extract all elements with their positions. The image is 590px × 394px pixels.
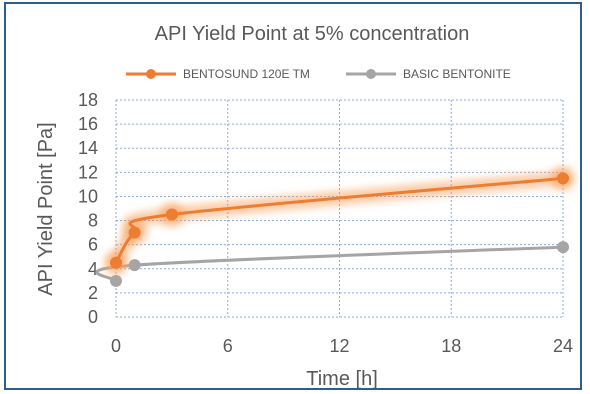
plot-grid bbox=[115, 99, 564, 318]
data-point-bentosund-120e-tm-1 bbox=[128, 226, 141, 239]
y-axis-label: API Yield Point [Pa] bbox=[35, 122, 57, 295]
y-tick-label-18: 18 bbox=[78, 90, 98, 110]
legend-marker-basic-bentonite bbox=[366, 69, 376, 79]
legend-label-bentosund: BENTOSUND 120E TM bbox=[183, 67, 310, 81]
y-tick-label-6: 6 bbox=[88, 235, 98, 255]
data-point-bentosund-120e-tm-3 bbox=[557, 172, 569, 185]
x-axis-label: Time [h] bbox=[306, 368, 378, 388]
data-point-bentosund-120e-tm-0 bbox=[110, 256, 122, 269]
y-axis-ticks: 0 2 4 6 8 10 12 14 16 18 bbox=[78, 90, 98, 327]
y-tick-label-2: 2 bbox=[88, 283, 98, 303]
y-tick-label-16: 16 bbox=[78, 114, 98, 134]
x-tick-label-18: 18 bbox=[441, 336, 461, 356]
series-layer bbox=[95, 166, 575, 287]
chart-title: API Yield Point at 5% concentration bbox=[155, 23, 470, 45]
chart-frame: API Yield Point at 5% concentration BENT… bbox=[4, 2, 582, 390]
y-tick-label-12: 12 bbox=[78, 162, 98, 182]
legend-marker-bentosund bbox=[146, 69, 156, 79]
y-tick-label-4: 4 bbox=[88, 259, 98, 279]
chart-svg: API Yield Point at 5% concentration BENT… bbox=[35, 23, 575, 388]
data-point-basic-bentonite-2 bbox=[557, 241, 569, 254]
x-tick-label-12: 12 bbox=[329, 336, 349, 356]
x-tick-label-6: 6 bbox=[223, 336, 233, 356]
legend: BENTOSUND 120E TM BASIC BENTONITE bbox=[126, 67, 511, 81]
series-line-basic-bentonite bbox=[95, 245, 565, 283]
x-tick-label-0: 0 bbox=[111, 336, 121, 356]
y-tick-label-8: 8 bbox=[88, 211, 98, 231]
data-point-basic-bentonite-0 bbox=[110, 274, 122, 287]
y-tick-label-0: 0 bbox=[88, 307, 98, 327]
data-point-bentosund-120e-tm-2 bbox=[165, 208, 178, 221]
legend-label-basic-bentonite: BASIC BENTONITE bbox=[403, 67, 511, 81]
data-point-basic-bentonite-1 bbox=[128, 259, 141, 272]
x-tick-label-24: 24 bbox=[553, 336, 573, 356]
y-tick-label-10: 10 bbox=[78, 186, 98, 206]
x-axis-ticks: 0 6 12 18 24 bbox=[111, 336, 573, 356]
y-tick-label-14: 14 bbox=[78, 138, 98, 158]
